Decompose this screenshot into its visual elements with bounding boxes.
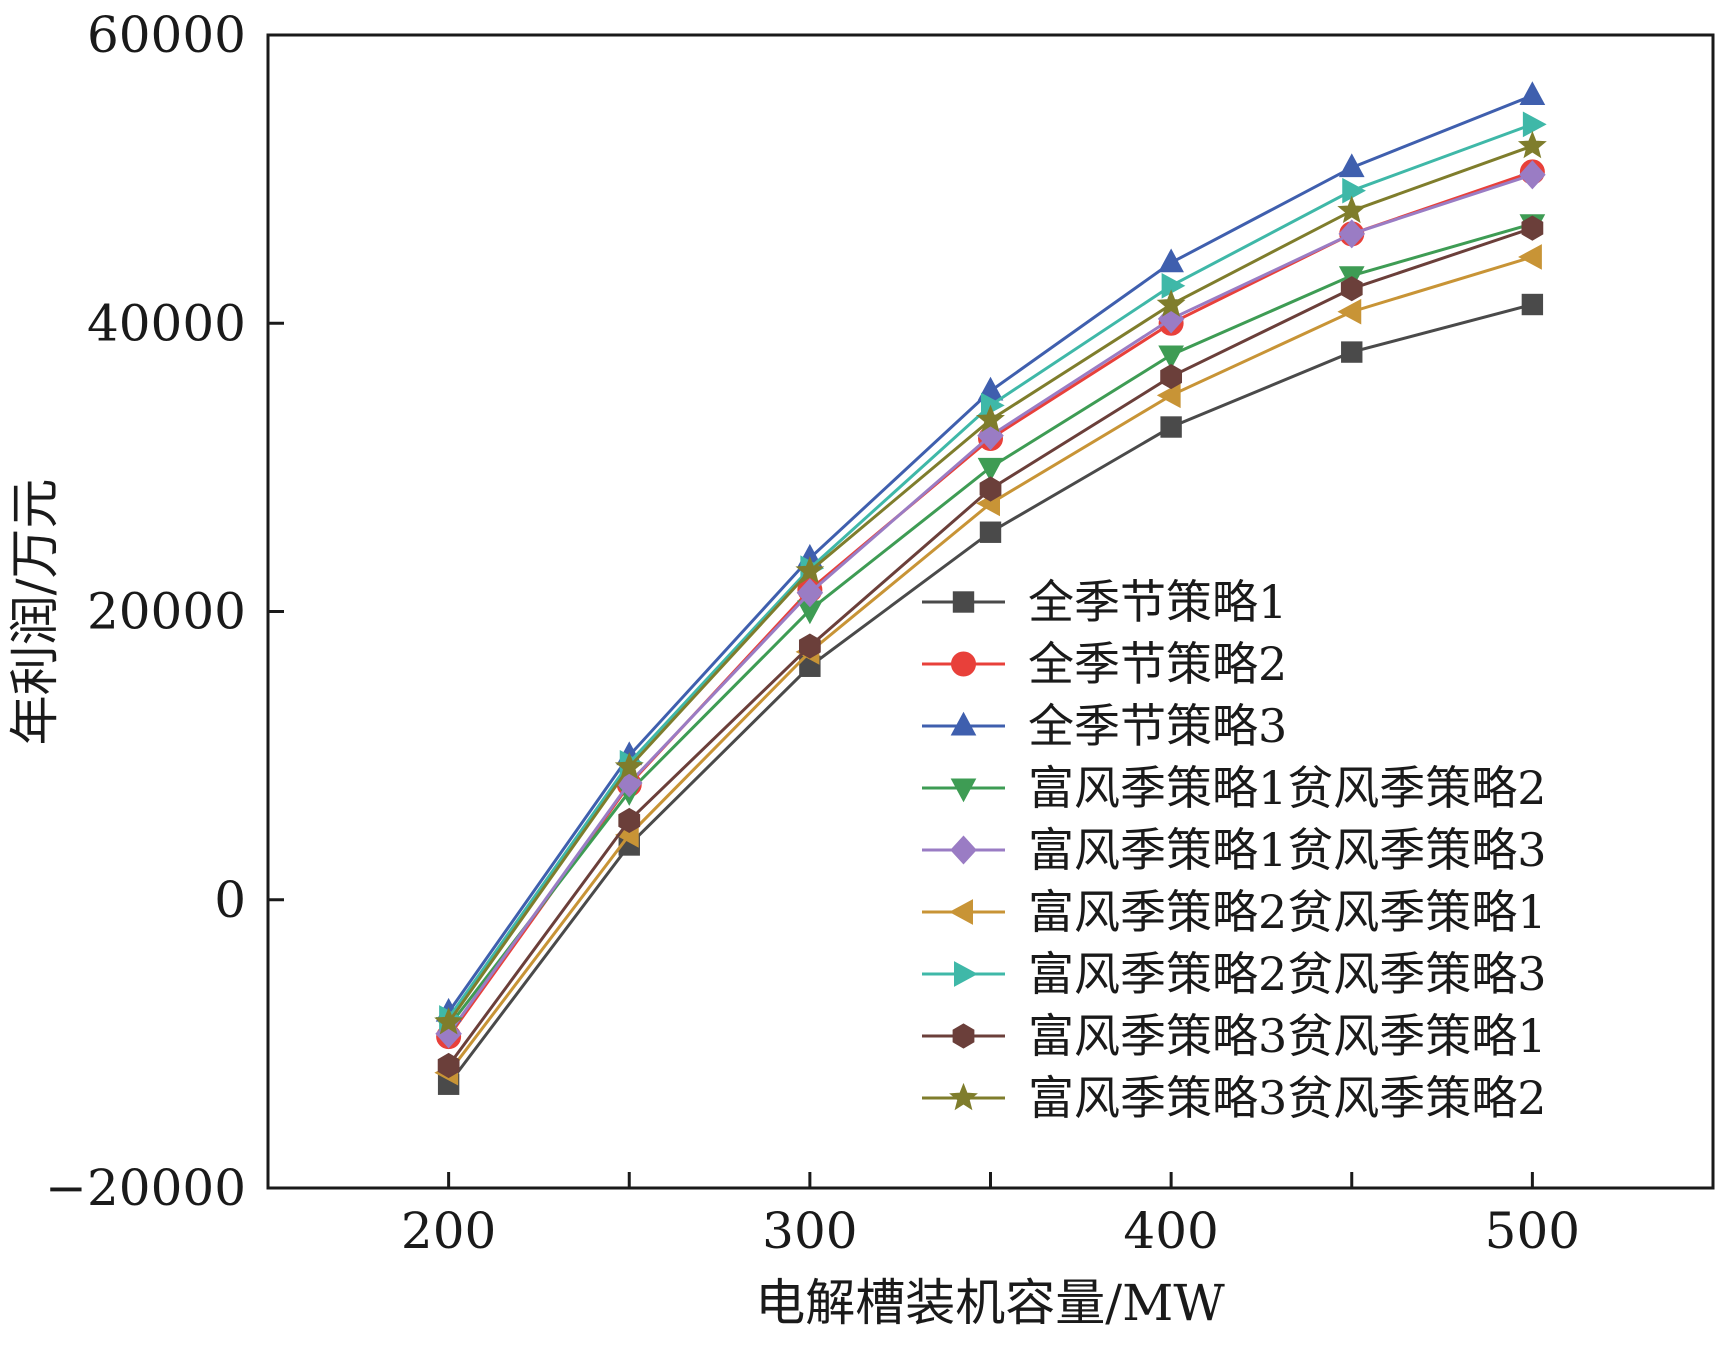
x-tick-label: 500	[1485, 1202, 1580, 1260]
y-tick-label: 60000	[87, 6, 246, 64]
marker-triangle-right	[1522, 111, 1547, 138]
marker-hexagon	[952, 1023, 975, 1049]
legend-label: 富风季策略3贫风季策略2	[1028, 1071, 1547, 1125]
legend-label: 全季节策略2	[1028, 637, 1287, 691]
legend-item-5: 富风季策略1贫风季策略3	[922, 823, 1547, 877]
marker-triangle-right	[954, 961, 978, 987]
marker-diamond	[950, 835, 977, 865]
y-axis: −20000 0 20000 40000 60000	[45, 6, 284, 1217]
marker-hexagon	[979, 476, 1002, 502]
legend-label: 全季节策略3	[1028, 699, 1287, 753]
x-axis-title: 电解槽装机容量/MW	[755, 1274, 1225, 1332]
x-tick-label: 300	[762, 1202, 857, 1260]
marker-star	[1517, 130, 1547, 159]
marker-triangle-up	[950, 711, 977, 736]
marker-triangle-right	[1342, 177, 1367, 204]
legend-label: 富风季策略1贫风季策略3	[1028, 823, 1547, 877]
marker-triangle-down	[1158, 345, 1184, 370]
marker-hexagon	[618, 807, 641, 834]
marker-star	[949, 1082, 978, 1111]
legend: 全季节策略1 全季节策略2 全季节策略3 富风季策略1贫风季策略2 富风季策略1贫风季策…	[922, 575, 1547, 1125]
x-tick-label: 200	[401, 1202, 496, 1260]
legend-item-2: 全季节策略2	[922, 637, 1287, 691]
legend-item-4: 富风季策略1贫风季策略2	[922, 761, 1547, 815]
legend-label: 富风季策略2贫风季策略3	[1028, 947, 1547, 1001]
marker-star	[614, 751, 644, 780]
marker-star	[795, 555, 825, 584]
marker-star	[1156, 289, 1186, 317]
y-axis-title: 年利润/万元	[6, 479, 64, 746]
marker-triangle-down	[977, 457, 1004, 482]
series-line	[447, 226, 1533, 1067]
marker-triangle-right	[1161, 272, 1186, 299]
marker-hexagon	[798, 633, 821, 659]
marker-hexagon	[1160, 363, 1183, 390]
marker-triangle-up	[1338, 153, 1365, 178]
marker-diamond	[1157, 304, 1185, 334]
series-line	[447, 122, 1533, 1019]
marker-hexagon	[437, 1052, 460, 1079]
marker-diamond	[1338, 219, 1366, 249]
legend-label: 全季节策略1	[1028, 575, 1287, 629]
legend-label: 富风季策略2贫风季策略1	[1028, 885, 1547, 939]
legend-item-6: 富风季策略2贫风季策略1	[922, 885, 1547, 939]
marker-hexagon	[1521, 215, 1544, 241]
marker-triangle-left	[949, 899, 973, 925]
marker-square	[952, 591, 975, 613]
x-axis: 200 300 400 500	[401, 1172, 1580, 1260]
legend-item-1: 全季节策略1	[922, 575, 1287, 629]
marker-triangle-down	[950, 778, 977, 803]
y-tick-label: −20000	[45, 1159, 246, 1217]
marker-hexagon	[1340, 276, 1363, 302]
marker-diamond	[1519, 160, 1546, 190]
marker-triangle-left	[1518, 244, 1542, 270]
legend-label: 富风季策略1贫风季策略2	[1028, 761, 1547, 815]
marker-triangle-up	[1158, 248, 1184, 273]
marker-triangle-left	[1337, 298, 1362, 325]
y-tick-label: 20000	[87, 583, 246, 641]
marker-circle	[951, 651, 976, 677]
legend-item-7: 富风季策略2贫风季策略3	[922, 947, 1547, 1001]
y-tick-label: 0	[214, 871, 246, 929]
marker-triangle-left	[1156, 382, 1181, 409]
x-tick-label: 400	[1123, 1202, 1218, 1260]
marker-star	[434, 1007, 464, 1035]
marker-triangle-up	[1519, 81, 1546, 106]
marker-star	[976, 404, 1005, 433]
series-5	[435, 160, 1546, 1049]
marker-square	[1521, 293, 1544, 316]
series-layer	[434, 81, 1547, 1095]
marker-star	[1337, 195, 1367, 224]
marker-square	[979, 521, 1002, 543]
marker-square	[1160, 416, 1182, 438]
legend-item-8: 富风季策略3贫风季策略1	[922, 1009, 1547, 1063]
legend-item-9: 富风季策略3贫风季策略2	[922, 1071, 1547, 1125]
series-8	[437, 215, 1544, 1079]
marker-square	[1341, 341, 1363, 363]
marker-diamond	[796, 578, 824, 608]
legend-label: 富风季策略3贫风季策略1	[1028, 1009, 1547, 1063]
legend-item-3: 全季节策略3	[922, 699, 1287, 753]
y-tick-label: 40000	[87, 294, 246, 352]
series-9	[434, 130, 1547, 1035]
